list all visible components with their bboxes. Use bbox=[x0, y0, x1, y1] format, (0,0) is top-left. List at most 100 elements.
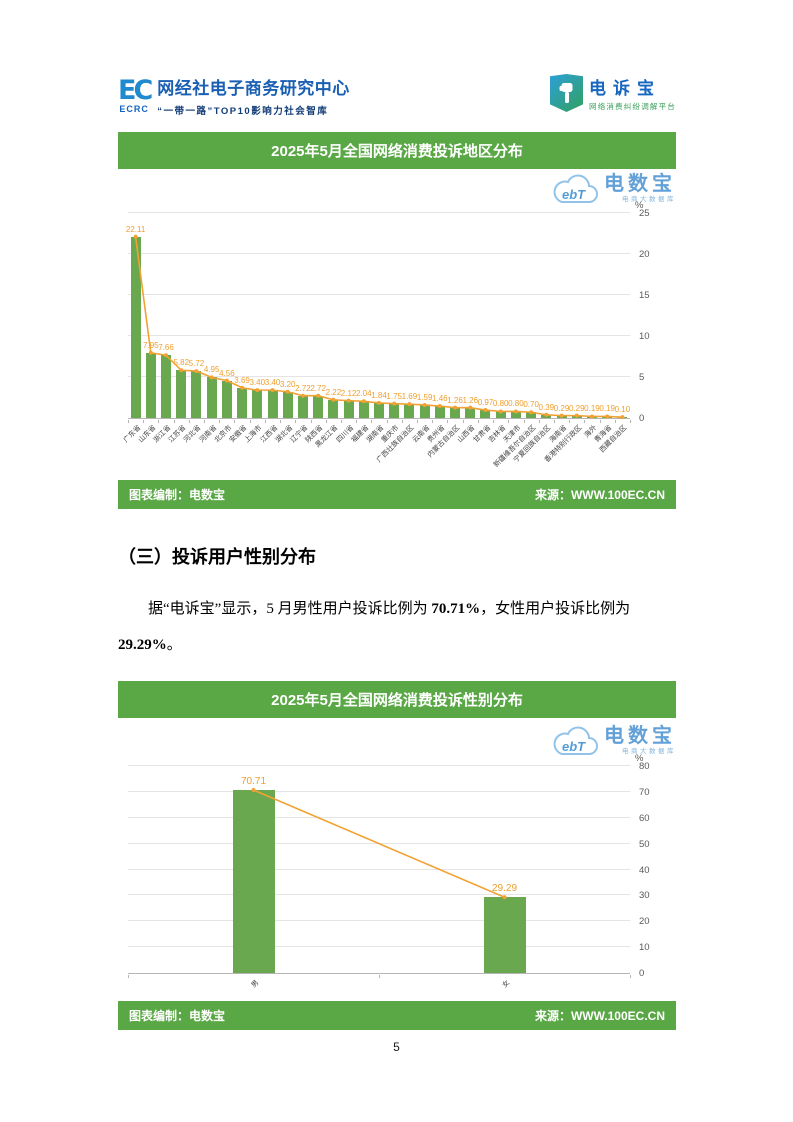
bar bbox=[343, 400, 354, 418]
chart-source: 来源：WWW.100EC.CN bbox=[534, 1009, 665, 1023]
x-axis-tick bbox=[325, 420, 327, 423]
data-label: 3.69 bbox=[234, 375, 250, 385]
cloud-icon: ebT bbox=[553, 726, 598, 755]
data-label: 1.26 bbox=[462, 395, 479, 405]
bar bbox=[483, 897, 526, 973]
bar bbox=[206, 377, 217, 418]
region-plot-wrap: 22.11 7.95 7.66 5.82 5.72 4.95 4.56 3.69 3.40 3.4… bbox=[126, 200, 650, 424]
data-label: 2.72 bbox=[295, 383, 311, 393]
gender-chart-title: 2025年5月全国网络消费投诉性别分布 bbox=[118, 681, 676, 718]
x-axis-tick bbox=[379, 975, 380, 978]
x-tick-label: 男 bbox=[249, 979, 260, 990]
bar bbox=[221, 380, 232, 418]
bar bbox=[267, 390, 278, 418]
data-label: 0.19 bbox=[599, 404, 615, 414]
x-axis-tick bbox=[356, 420, 358, 423]
data-label: 7.66 bbox=[158, 343, 174, 353]
gridline bbox=[128, 376, 630, 377]
bar bbox=[571, 415, 582, 418]
ecrc-logo-text: 网经社电子商务研究中心 “一带一路”TOP10影响力社会智库 bbox=[157, 74, 350, 117]
bar bbox=[191, 371, 202, 418]
gridline bbox=[128, 894, 630, 896]
trend-line bbox=[133, 234, 625, 420]
y-tick-label: 20 bbox=[639, 249, 650, 260]
x-axis-tick bbox=[569, 420, 571, 423]
y-tick-label: 15 bbox=[639, 290, 650, 301]
gender-plot-area: 70.71 29.29 bbox=[128, 765, 630, 974]
cloud-icon: ebT bbox=[553, 174, 598, 203]
chart-source: 来源：WWW.100EC.CN bbox=[534, 488, 665, 502]
gridline bbox=[128, 816, 630, 818]
data-label: 0.19 bbox=[584, 404, 600, 414]
data-label: 5.72 bbox=[188, 359, 205, 369]
trend-line bbox=[251, 788, 507, 900]
data-label: 1.26 bbox=[447, 395, 463, 405]
y-tick-label: 20 bbox=[639, 916, 650, 928]
watermark-name: 电数宝 bbox=[604, 725, 676, 747]
page-content: EC ECRC 网经社电子商务研究中心 “一带一路”TOP10影响力社会智库 bbox=[118, 74, 676, 1030]
region-chart-body: ebT 电数宝 电商大数据库 22.11 7.95 7.66 5.82 5.72 4.95… bbox=[118, 169, 676, 478]
data-label: 29.29 bbox=[491, 883, 518, 895]
gridline bbox=[128, 868, 630, 870]
data-label: 3.40 bbox=[249, 378, 266, 388]
x-axis-tick bbox=[493, 420, 495, 423]
bar bbox=[419, 404, 430, 418]
x-axis-tick bbox=[584, 420, 586, 423]
data-label: 1.84 bbox=[371, 390, 387, 400]
y-tick-label: 80 bbox=[639, 761, 650, 772]
bar bbox=[541, 414, 552, 418]
x-axis-tick bbox=[158, 420, 160, 423]
data-label: 1.46 bbox=[432, 394, 448, 404]
bar bbox=[450, 407, 461, 418]
gridline bbox=[128, 920, 630, 922]
bar bbox=[404, 404, 415, 418]
region-x-axis-labels: 广东省 山东省 浙江省 江苏省 河北省 河南省 北京市 安徽省 上海市 江西省 湖北省 辽宁省 陕西省黑… bbox=[122, 420, 631, 478]
para-mid: ，女性用户投诉比例为 bbox=[480, 601, 631, 617]
dsb-subtitle: 网络消费纠纷调解平台 bbox=[589, 102, 676, 111]
x-axis-tick bbox=[630, 420, 631, 423]
x-axis-tick bbox=[462, 420, 464, 423]
male-percentage: 70.71% bbox=[431, 601, 481, 617]
bar bbox=[526, 412, 537, 418]
data-label: 0.97 bbox=[477, 398, 494, 408]
x-axis-tick bbox=[401, 420, 403, 423]
bar bbox=[237, 387, 248, 418]
bar bbox=[602, 416, 613, 418]
ecrc-subtitle: “一带一路”TOP10影响力社会智库 bbox=[157, 106, 329, 117]
region-y-axis: 0 5 10 15 20 25% bbox=[630, 200, 674, 424]
watermark-subtitle: 电商大数据库 bbox=[622, 196, 676, 203]
bar bbox=[297, 395, 308, 418]
x-axis-tick bbox=[295, 420, 297, 423]
data-label: 4.56 bbox=[219, 368, 235, 378]
dsb-title: 电诉宝 bbox=[589, 79, 661, 98]
x-axis-tick bbox=[310, 420, 312, 423]
data-label: 2.22 bbox=[325, 387, 342, 397]
data-label: 1.59 bbox=[416, 392, 433, 402]
gender-chart-footer: 图表编制：电数宝 来源：WWW.100EC.CN bbox=[118, 1001, 676, 1030]
ecrc-logo-mark: EC ECRC bbox=[118, 77, 153, 114]
x-axis-tick bbox=[614, 420, 616, 423]
svg-text:ebT: ebT bbox=[562, 739, 586, 754]
dsb-logo: 电诉宝 网络消费纠纷调解平台 bbox=[550, 74, 676, 112]
bar bbox=[434, 406, 445, 418]
y-tick-label: 0 bbox=[639, 968, 645, 979]
gridline bbox=[128, 335, 630, 336]
fist-icon bbox=[559, 83, 572, 103]
para-suffix: 。 bbox=[166, 637, 182, 653]
region-chart-block: 2025年5月全国网络消费投诉地区分布 ebT 电数宝 电商大数据库 22.11… bbox=[118, 132, 676, 509]
data-label: 1.69 bbox=[401, 392, 418, 402]
gridline bbox=[128, 842, 630, 844]
watermark-text: 电数宝 电商大数据库 bbox=[604, 174, 676, 204]
x-axis-tick bbox=[447, 420, 449, 423]
gender-chart-body: ebT 电数宝 电商大数据库 70.71 29.29 0 10 20 30 40 50 60 7… bbox=[118, 718, 676, 999]
x-axis-tick bbox=[477, 420, 479, 423]
region-chart-title: 2025年5月全国网络消费投诉地区分布 bbox=[118, 132, 676, 169]
bar bbox=[556, 415, 567, 418]
data-label: 0.39 bbox=[538, 402, 555, 412]
y-axis-unit: % bbox=[635, 200, 644, 211]
watermark-name: 电数宝 bbox=[604, 173, 676, 195]
y-tick-label: 25 bbox=[639, 208, 650, 219]
gridline bbox=[128, 253, 630, 254]
bar bbox=[510, 411, 521, 418]
x-axis-tick bbox=[386, 420, 388, 423]
